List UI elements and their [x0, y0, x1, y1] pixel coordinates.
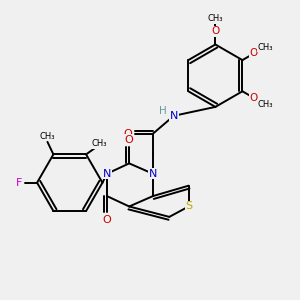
- Text: N: N: [103, 169, 111, 179]
- Text: N: N: [169, 111, 178, 121]
- Text: O: O: [250, 93, 258, 103]
- Text: O: O: [103, 215, 111, 225]
- Text: O: O: [250, 48, 258, 59]
- Text: O: O: [123, 129, 132, 139]
- Text: O: O: [125, 135, 134, 145]
- Text: CH₃: CH₃: [40, 132, 55, 141]
- Text: F: F: [16, 178, 22, 188]
- Text: O: O: [211, 26, 220, 36]
- Text: N: N: [149, 169, 157, 179]
- Text: CH₃: CH₃: [257, 43, 273, 52]
- Text: CH₃: CH₃: [257, 100, 273, 109]
- Text: S: S: [185, 202, 192, 212]
- Text: CH₃: CH₃: [92, 140, 107, 148]
- Text: CH₃: CH₃: [208, 14, 223, 23]
- Text: H: H: [160, 106, 167, 116]
